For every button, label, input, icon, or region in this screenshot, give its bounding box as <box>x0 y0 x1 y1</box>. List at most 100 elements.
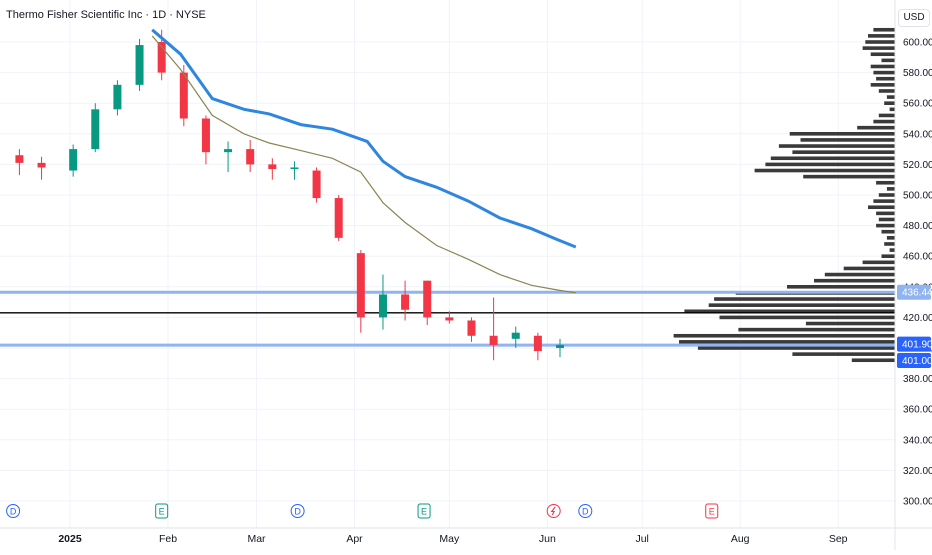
volume-profile-bar <box>873 199 895 203</box>
volume-profile-bar <box>862 260 895 265</box>
price-tick-label: 420.00 <box>903 313 932 324</box>
earnings-marker[interactable] <box>705 503 719 519</box>
price-axis-panel[interactable] <box>895 0 932 550</box>
price-badge-label: 401.00 <box>902 356 932 367</box>
volume-profile-bar <box>714 297 895 301</box>
volume-profile-bar <box>770 156 895 161</box>
candle-body[interactable] <box>489 335 498 345</box>
candle-body[interactable] <box>356 253 365 318</box>
candle-body[interactable] <box>37 162 46 168</box>
event-marker-label: E <box>421 507 427 517</box>
candle-body[interactable] <box>113 84 122 110</box>
price-badge[interactable] <box>897 284 931 300</box>
candle-body[interactable] <box>201 118 210 153</box>
volume-profile-bar <box>708 303 895 307</box>
price-tick-label: 380.00 <box>903 374 932 385</box>
time-tick-label: 2025 <box>58 533 82 545</box>
time-tick-label: Jul <box>635 533 648 545</box>
price-tick-label: 580.00 <box>903 68 932 79</box>
volume-profile-bar <box>878 113 895 118</box>
volume-profile-bar <box>878 89 895 93</box>
candle-body[interactable] <box>378 294 387 318</box>
volume-profile-bar <box>792 352 895 356</box>
time-tick-label: Feb <box>159 533 177 545</box>
volume-profile-bar <box>881 254 895 258</box>
volume-profile-bar <box>792 150 895 154</box>
volume-profile-bar <box>886 187 895 191</box>
candle-body[interactable] <box>556 344 564 348</box>
price-tick-label: 360.00 <box>903 405 932 416</box>
event-marker-label: E <box>159 507 165 517</box>
candle-body[interactable] <box>511 332 520 339</box>
currency-button[interactable]: USD <box>898 9 930 27</box>
price-tick-label: 460.00 <box>903 252 932 263</box>
volume-profile-bar <box>857 125 895 130</box>
volume-profile-bar <box>787 285 895 289</box>
volume-profile-bar <box>878 217 895 222</box>
candle-body[interactable] <box>423 280 432 318</box>
time-tick-label: Apr <box>346 533 363 545</box>
volume-profile-bar <box>886 95 895 99</box>
volume-profile-bar <box>851 358 895 363</box>
volume-profile-bar <box>805 321 895 326</box>
candle-body[interactable] <box>290 167 299 169</box>
volume-profile-bar <box>870 64 895 69</box>
candle-body[interactable] <box>224 149 233 153</box>
event-marker-label: D <box>582 507 589 517</box>
volume-profile-bar <box>886 236 895 240</box>
dividend-marker[interactable] <box>290 504 305 518</box>
candle-body[interactable] <box>246 149 255 165</box>
volume-profile-bar <box>876 180 895 185</box>
volume-profile-bar <box>862 46 895 50</box>
price-badge-label: 436.44 <box>902 288 932 299</box>
price-badge[interactable] <box>897 336 931 352</box>
volume-profile-bar <box>881 58 895 63</box>
time-tick-label: May <box>439 533 460 545</box>
earnings-marker[interactable] <box>417 503 431 519</box>
candle-body[interactable] <box>179 72 188 119</box>
lightning-icon <box>550 506 556 516</box>
price-badge-label: 401.90 <box>902 340 932 351</box>
volume-profile-bar <box>876 223 895 228</box>
dividend-marker[interactable] <box>6 504 21 518</box>
price-tick-label: 600.00 <box>903 38 932 49</box>
volume-profile-bar <box>754 168 895 173</box>
price-tick-label: 480.00 <box>903 221 932 232</box>
candle-body[interactable] <box>135 45 144 85</box>
volume-profile-bar <box>876 76 895 81</box>
candle-body[interactable] <box>15 155 24 163</box>
candle-body[interactable] <box>445 317 454 321</box>
candle-body[interactable] <box>312 170 321 199</box>
volume-profile-bar <box>873 27 895 32</box>
candle-body[interactable] <box>401 294 410 310</box>
ema-line-blue[interactable] <box>151 28 577 249</box>
price-tick-label: 520.00 <box>903 160 932 171</box>
candle-body[interactable] <box>533 335 542 352</box>
time-tick-label: Sep <box>829 533 848 545</box>
price-tick-label: 560.00 <box>903 99 932 110</box>
volume-profile-bar <box>697 346 895 350</box>
volume-profile-bar <box>738 327 895 332</box>
price-tick-label: 500.00 <box>903 191 932 202</box>
candle-body[interactable] <box>91 109 100 150</box>
time-tick-label: Aug <box>731 533 750 545</box>
ma-line-olive[interactable] <box>151 35 576 294</box>
candle-body[interactable] <box>157 42 166 73</box>
volume-profile-bar <box>870 83 895 87</box>
volume-profile-bar <box>673 333 895 338</box>
candle-body[interactable] <box>69 149 78 171</box>
price-tick-label: 320.00 <box>903 466 932 477</box>
volume-profile-bar <box>778 144 895 148</box>
candle-body[interactable] <box>334 198 343 238</box>
candle-body[interactable] <box>467 320 476 336</box>
candle-body[interactable] <box>268 164 277 169</box>
earnings-marker[interactable] <box>155 503 169 519</box>
dividend-marker[interactable] <box>578 504 593 518</box>
event-marker-label: E <box>709 507 715 517</box>
volume-profile-bar <box>876 211 895 216</box>
symbol-title[interactable]: Thermo Fisher Scientific Inc · 1D · NYSE <box>6 9 206 21</box>
price-badge[interactable] <box>897 352 931 368</box>
volume-profile-bar <box>878 193 895 197</box>
